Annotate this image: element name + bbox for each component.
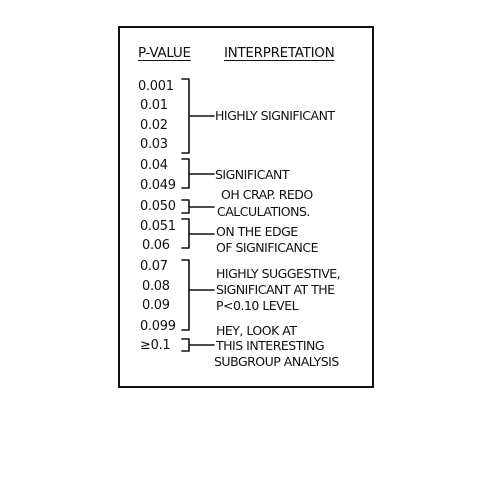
bracket-lines bbox=[181, 78, 215, 352]
interpretation-highly-significant: HIGHLY SIGNIFICANT bbox=[215, 108, 335, 123]
p-value-0001: 0.001 bbox=[138, 79, 174, 94]
p-value-003: 0.03 bbox=[140, 137, 168, 152]
bracket-suggestive bbox=[181, 259, 215, 331]
interpretation-edge-line-1: ON THE EDGE bbox=[216, 224, 298, 239]
p-value-004: 0.04 bbox=[140, 158, 168, 173]
interpretation-significant: SIGNIFICANT bbox=[215, 167, 290, 182]
interpretation-suggestive-line-2: SIGNIFICANT AT THE bbox=[216, 282, 335, 297]
interpretation-suggestive-line-3: P<0.10 LEVEL bbox=[216, 298, 299, 313]
interpretation-subgroup-line-1: HEY, LOOK AT bbox=[216, 323, 297, 338]
p-value-001: 0.01 bbox=[140, 98, 168, 113]
interpretation-subgroup-line-2: THIS INTERESTING bbox=[216, 338, 325, 353]
interpretation-redo-line-2: CALCULATIONS. bbox=[217, 204, 310, 219]
p-value-009: 0.09 bbox=[142, 298, 170, 313]
p-value-0050: 0.050 bbox=[140, 199, 176, 214]
header-p-value: P-VALUE bbox=[138, 45, 191, 61]
p-value-ge-01: ≥0.1 bbox=[140, 338, 171, 353]
p-value-0049: 0.049 bbox=[140, 178, 176, 193]
p-value-008: 0.08 bbox=[142, 279, 170, 294]
p-value-007: 0.07 bbox=[140, 259, 168, 274]
bracket-highly-significant bbox=[181, 78, 215, 154]
p-value-0099: 0.099 bbox=[140, 319, 176, 334]
bracket-edge bbox=[181, 218, 215, 249]
p-value-0051: 0.051 bbox=[140, 219, 176, 234]
interpretation-edge-line-2: OF SIGNIFICANCE bbox=[216, 240, 318, 255]
p-value-002: 0.02 bbox=[140, 118, 168, 133]
interpretation-redo-line-1: OH CRAP. REDO bbox=[221, 187, 313, 202]
comic-panel: P-VALUE INTERPRETATION 0.001 0.01 0.02 0… bbox=[118, 26, 374, 388]
interpretation-subgroup-line-3: SUBGROUP ANALYSIS bbox=[214, 354, 339, 369]
bracket-subgroup bbox=[181, 338, 215, 352]
header-interpretation: INTERPRETATION bbox=[224, 45, 335, 61]
interpretation-suggestive-line-1: HIGHLY SUGGESTIVE, bbox=[216, 266, 341, 281]
p-value-006: 0.06 bbox=[142, 238, 170, 253]
bracket-redo bbox=[181, 199, 215, 214]
bracket-significant bbox=[181, 158, 215, 189]
